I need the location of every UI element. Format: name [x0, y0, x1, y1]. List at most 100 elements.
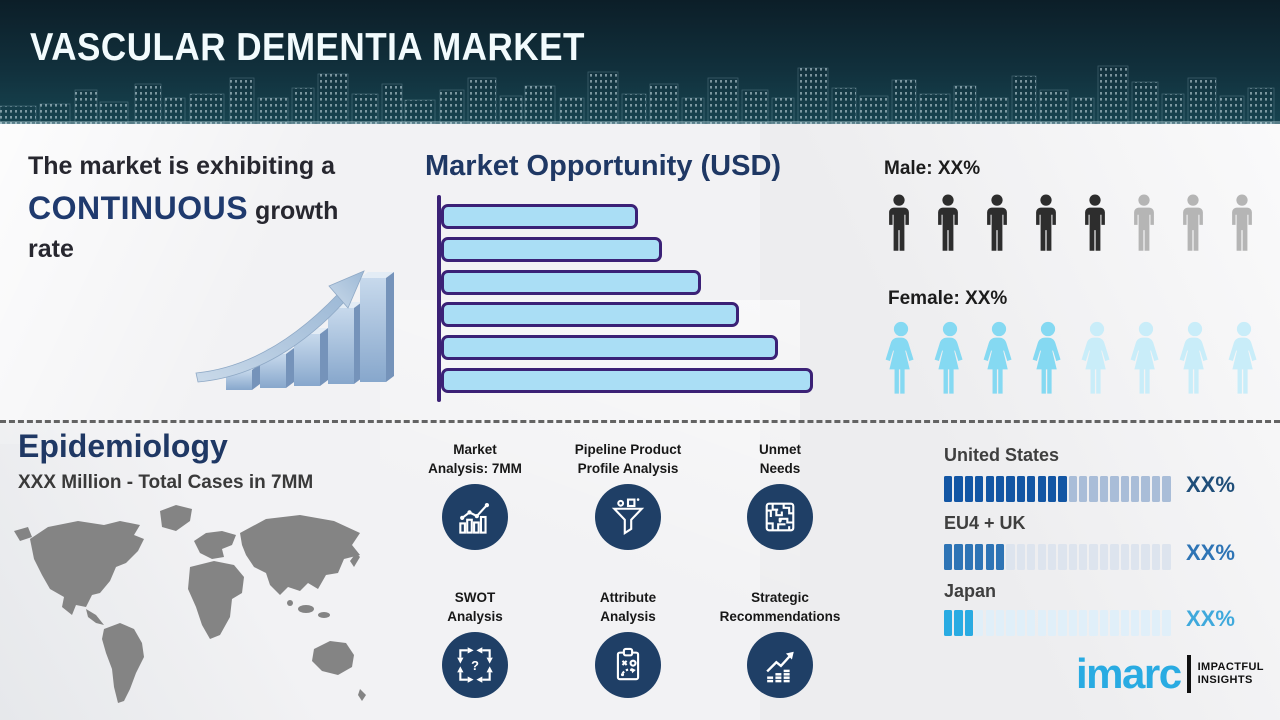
- bar-segment: [1131, 610, 1140, 636]
- bar-segment: [964, 544, 974, 570]
- feature-pipeline-analysis: Pipeline Product Profile Analysis: [543, 440, 713, 550]
- bar-segment: [985, 610, 994, 636]
- bar-segment: [944, 610, 953, 636]
- region-name-us: United States: [944, 445, 1060, 465]
- region-bar-japan: [944, 610, 1171, 636]
- feature-label: Analysis: [600, 609, 656, 624]
- male-person-icon: [1178, 192, 1208, 254]
- bar-segment: [1079, 476, 1088, 502]
- feature-label: Profile Analysis: [577, 461, 679, 476]
- bar-segment: [954, 610, 963, 636]
- feature-label: Recommendations: [719, 609, 841, 624]
- feature-label: Unmet: [758, 442, 801, 457]
- bar-segment: [1110, 544, 1119, 570]
- male-pictograph-row: [884, 192, 1257, 254]
- svg-text:?: ?: [471, 658, 479, 673]
- bar-segment: [1016, 544, 1026, 570]
- male-person-icon: [884, 192, 914, 254]
- male-person-icon: [1227, 192, 1257, 254]
- bar-segment: [1006, 544, 1015, 570]
- bar-segment: [1120, 544, 1129, 570]
- feature-label: Analysis: [447, 609, 503, 624]
- bar-segment: [1141, 476, 1150, 502]
- region-percent-eu4-uk: XX%: [1186, 540, 1235, 565]
- feature-unmet-needs: Unmet Needs: [695, 440, 865, 550]
- bar-segment: [1068, 476, 1077, 502]
- bar-segment: [1047, 544, 1057, 570]
- growth-highlight: CONTINUOUS: [28, 190, 249, 226]
- up-arrow: [195, 270, 365, 383]
- bar-segment: [964, 476, 974, 502]
- bar-segment: [1089, 544, 1098, 570]
- feature-circle: [747, 632, 813, 698]
- feature-label: Attribute: [599, 590, 657, 605]
- region-name-eu4-uk: EU4 + UK: [944, 513, 1026, 533]
- region-name-japan: Japan: [944, 581, 997, 601]
- growth-statement-line2: CONTINUOUS growth: [28, 190, 338, 227]
- bar-segment: [1131, 476, 1140, 502]
- city-skyline-graphic: [0, 65, 1280, 124]
- opportunity-bar: [441, 368, 813, 393]
- bar-segment: [1058, 610, 1067, 636]
- bar-segment: [1058, 476, 1067, 502]
- world-map-graphic: [14, 505, 366, 703]
- bar-segment: [1110, 476, 1119, 502]
- bar-segment: [944, 544, 953, 570]
- opportunity-bar: [441, 335, 778, 361]
- female-person-icon: [1029, 320, 1067, 396]
- male-person-icon: [1129, 192, 1159, 254]
- male-person-icon: [982, 192, 1012, 254]
- female-person-icon: [1078, 320, 1116, 396]
- female-percentage-label: Female: XX%: [888, 288, 1008, 309]
- bar-segment: [954, 544, 963, 570]
- bar-segment: [1151, 544, 1161, 570]
- bar-segment: [975, 610, 984, 636]
- bar-segment: [1037, 610, 1046, 636]
- bar-segment: [1037, 476, 1046, 502]
- bar-segment: [1110, 610, 1119, 636]
- region-percent-japan: XX%: [1186, 606, 1235, 631]
- logo-divider: [1186, 655, 1191, 693]
- bar-segment: [1027, 610, 1036, 636]
- bar-segment: [1037, 544, 1046, 570]
- bar-segment: [995, 610, 1005, 636]
- region-bar-us: [944, 476, 1171, 502]
- growth-rest: growth: [248, 197, 339, 225]
- feature-label: Analysis: 7MM: [428, 461, 522, 476]
- bar-segment: [1141, 610, 1150, 636]
- epidemiology-title: Epidemiology: [18, 428, 228, 464]
- bar-segment: [1068, 544, 1077, 570]
- feature-label: Needs: [759, 461, 801, 476]
- bar-segment: [1016, 476, 1026, 502]
- page-title: VASCULAR DEMENTIA MARKET: [30, 26, 585, 69]
- bar-segment: [1079, 610, 1088, 636]
- bar-segment: [975, 544, 984, 570]
- bar-chart-axis: [437, 195, 441, 402]
- bar-segment: [1120, 476, 1129, 502]
- bar-segment: [954, 476, 963, 502]
- bar-segment: [1006, 610, 1015, 636]
- male-person-icon: [1080, 192, 1110, 254]
- imarc-logo-wordmark: imarc: [1076, 650, 1182, 697]
- bar-chart-trend-icon: [459, 502, 490, 534]
- bar-segment: [1047, 476, 1057, 502]
- bar-segment: [1027, 476, 1036, 502]
- female-person-icon: [1127, 320, 1165, 396]
- feature-label: Pipeline Product: [574, 442, 682, 457]
- maze-icon: [765, 502, 795, 532]
- opportunity-bar: [441, 269, 701, 295]
- female-person-icon: [1176, 320, 1214, 396]
- bar-segment: [1099, 610, 1109, 636]
- bar-segment: [1162, 476, 1171, 502]
- bar-segment: [1131, 544, 1140, 570]
- feature-market-analysis: Market Analysis: 7MM: [390, 440, 560, 550]
- bar-segment: [1079, 544, 1088, 570]
- female-person-icon: [1225, 320, 1263, 396]
- logo-tagline: IMPACTFUL INSIGHTS: [1197, 661, 1264, 686]
- feature-label: Strategic: [751, 590, 809, 605]
- epidemiology-subtitle: XXX Million - Total Cases in 7MM: [18, 472, 314, 493]
- feature-circle: [595, 484, 661, 550]
- imarc-logo: imarc IMPACTFUL INSIGHTS: [1076, 653, 1264, 695]
- feature-circle: ?: [442, 632, 508, 698]
- market-opportunity-bar-chart: [441, 204, 821, 404]
